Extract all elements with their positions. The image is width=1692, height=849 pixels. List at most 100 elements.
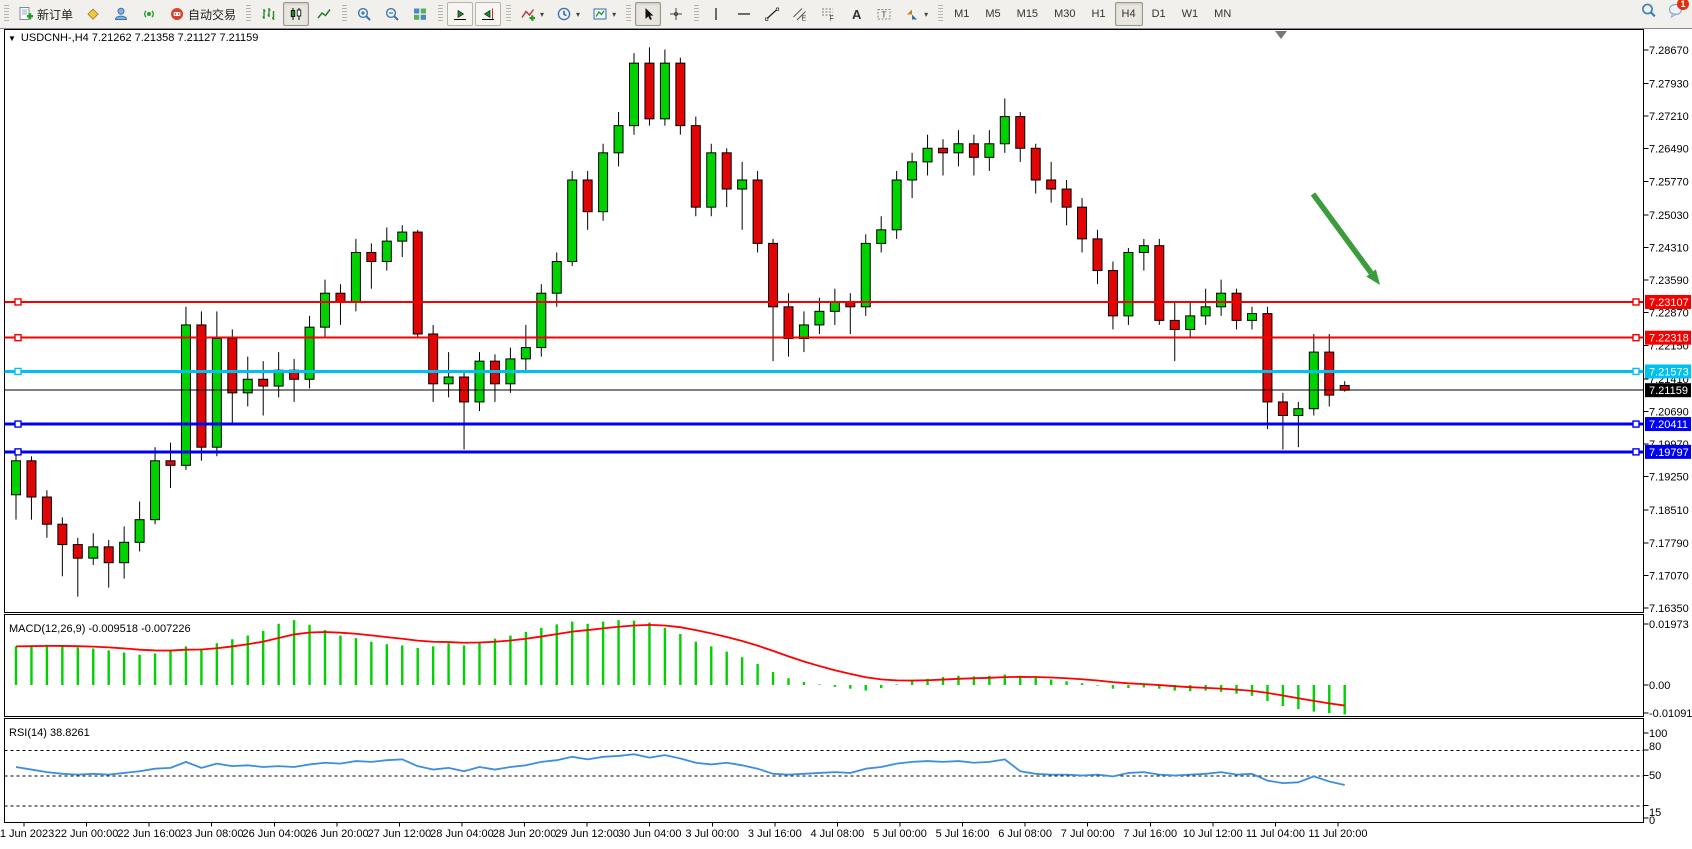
price-tick-label: 7.17790 xyxy=(1649,538,1689,550)
horizontal-line-tool-button[interactable] xyxy=(731,2,757,26)
fibonacci-tool-button[interactable]: F xyxy=(815,2,841,26)
indicators-menu-button[interactable]: ▾ xyxy=(515,2,549,26)
vertical-line-tool-button[interactable] xyxy=(703,2,729,26)
macd-panel-border xyxy=(4,614,1644,717)
candle-body xyxy=(1247,313,1257,321)
tf-d1-button[interactable]: D1 xyxy=(1145,2,1173,26)
candle-body xyxy=(891,179,902,231)
chevron-down-icon[interactable]: ▾ xyxy=(540,9,545,19)
hline-price-label-text: 7.19797 xyxy=(1649,447,1689,459)
tf-m1-button[interactable]: M1 xyxy=(947,2,976,26)
tf-h1-button[interactable]: H1 xyxy=(1084,2,1112,26)
tf-h4-button[interactable]: H4 xyxy=(1114,2,1143,26)
hline-anchor[interactable] xyxy=(1632,298,1640,306)
chartshift-icon xyxy=(482,8,495,20)
tf-m5-button[interactable]: M5 xyxy=(978,2,1007,26)
candle-body xyxy=(1200,306,1211,317)
chart-shift-marker[interactable] xyxy=(1275,31,1287,39)
zoom-in-button[interactable] xyxy=(351,2,377,26)
candle-body xyxy=(536,292,547,349)
macd-panel: MACD(12,26,9) -0.009518 -0.007226 0.01973… xyxy=(9,619,1692,720)
hline-anchor[interactable] xyxy=(1632,333,1640,342)
hline-7.22318[interactable] xyxy=(4,333,1644,342)
signal-icon xyxy=(144,10,154,18)
trendline-tool-button[interactable] xyxy=(759,2,785,26)
hline-anchor[interactable] xyxy=(1632,420,1640,428)
hline-price-label-box xyxy=(1645,364,1691,379)
chevron-down-icon[interactable]: ▾ xyxy=(612,9,617,19)
toolbar-separator xyxy=(438,5,444,23)
text-label-tool-button[interactable]: T xyxy=(871,2,897,26)
alerts-button[interactable] xyxy=(136,2,162,26)
toolbar: 新订单 自动交易 ▾ ▾ ▾ E F A T ▾ M1 M5 M15 M30 H1 H4 D1 W1 MN 1 xyxy=(0,0,1692,29)
candle-body xyxy=(320,292,330,328)
down-arrow-annotation[interactable] xyxy=(1310,192,1380,285)
candle-body xyxy=(1154,245,1165,321)
hline-7.21573[interactable] xyxy=(4,367,1644,376)
time-tick-label: 5 Jul 16:00 xyxy=(936,828,990,840)
templates-menu-button[interactable]: ▾ xyxy=(587,2,621,26)
chevron-down-icon[interactable]: ▾ xyxy=(924,9,929,19)
tf-m30-button[interactable]: M30 xyxy=(1047,2,1082,26)
candle-body xyxy=(1262,313,1273,403)
hline-anchor[interactable] xyxy=(14,420,22,428)
new-order-button[interactable]: 新订单 xyxy=(13,2,78,26)
price-axis[interactable]: 7.28670 7.27930 7.27210 7.26490 7.25770 7.250… xyxy=(1643,45,1689,615)
hline-7.20411[interactable] xyxy=(4,420,1644,428)
tf-w1-button[interactable]: W1 xyxy=(1175,2,1206,26)
hline-anchor[interactable] xyxy=(14,367,22,376)
chevron-down-icon[interactable]: ▾ xyxy=(576,9,581,19)
line-chart-mode-button[interactable] xyxy=(311,2,337,26)
tf-m15-button[interactable]: M15 xyxy=(1010,2,1045,26)
time-tick-label: 27 Jun 12:00 xyxy=(368,828,432,840)
tile-windows-button[interactable] xyxy=(407,2,433,26)
equidistant-channel-tool-button[interactable]: E xyxy=(787,2,813,26)
candle-body xyxy=(474,360,485,403)
text-tool-button[interactable]: A xyxy=(843,2,869,26)
candle-body xyxy=(520,347,531,360)
notifications-button[interactable]: 1 xyxy=(1667,0,1689,23)
hline-anchor[interactable] xyxy=(14,298,22,306)
bar-chart-mode-button[interactable] xyxy=(255,2,281,26)
hline-anchor[interactable] xyxy=(14,333,22,342)
price-tick-label: 7.24310 xyxy=(1649,242,1689,254)
profile-icon xyxy=(115,7,128,20)
rsi-axis-label: 100 xyxy=(1649,728,1667,740)
cursor-tool-button[interactable] xyxy=(635,2,662,26)
auto-trading-button[interactable]: 自动交易 xyxy=(164,2,241,26)
candle-body xyxy=(706,152,717,208)
auto-scroll-button[interactable] xyxy=(447,2,474,26)
hline-anchor[interactable] xyxy=(1632,448,1640,456)
candle-body xyxy=(598,152,609,213)
hline-anchor[interactable] xyxy=(14,448,22,456)
hline-price-label-box xyxy=(1645,417,1691,432)
toolbar-separator xyxy=(4,5,9,23)
tf-mn-button[interactable]: MN xyxy=(1207,2,1238,26)
price-tick-label: 7.20690 xyxy=(1649,406,1689,418)
current-price-label: 7.21159 xyxy=(1645,383,1691,398)
hline-price-label-text: 7.22318 xyxy=(1649,333,1689,345)
candle-body xyxy=(227,338,238,394)
time-tick-label: 11 Jul 20:00 xyxy=(1308,828,1367,840)
collapse-icon[interactable]: ▼ xyxy=(8,33,16,43)
price-tick-label: 7.23590 xyxy=(1649,275,1689,287)
periods-menu-button[interactable]: ▾ xyxy=(551,2,585,26)
market-watch-button[interactable] xyxy=(80,2,106,26)
crosshair-tool-button[interactable] xyxy=(663,2,689,26)
profiles-button[interactable] xyxy=(108,2,134,26)
arrows-tool-button[interactable]: ▾ xyxy=(899,2,933,26)
search-button[interactable] xyxy=(1640,2,1657,23)
tf-mn-label: MN xyxy=(1214,8,1232,20)
tf-m5-label: M5 xyxy=(985,8,1001,20)
chart-window[interactable]: ▼ USDCNH-,H4 7.21262 7.21358 7.21127 7.2… xyxy=(0,28,1692,849)
hline-7.23107[interactable] xyxy=(4,298,1644,306)
chart-shift-button[interactable] xyxy=(475,2,502,26)
time-tick-label: 3 Jul 00:00 xyxy=(685,828,739,840)
hline-7.19797[interactable] xyxy=(4,448,1644,456)
arrows-icon xyxy=(907,9,918,20)
hline-anchor[interactable] xyxy=(1632,367,1640,376)
zoom-out-button[interactable] xyxy=(379,2,405,26)
candlestick-mode-button[interactable] xyxy=(283,2,310,26)
